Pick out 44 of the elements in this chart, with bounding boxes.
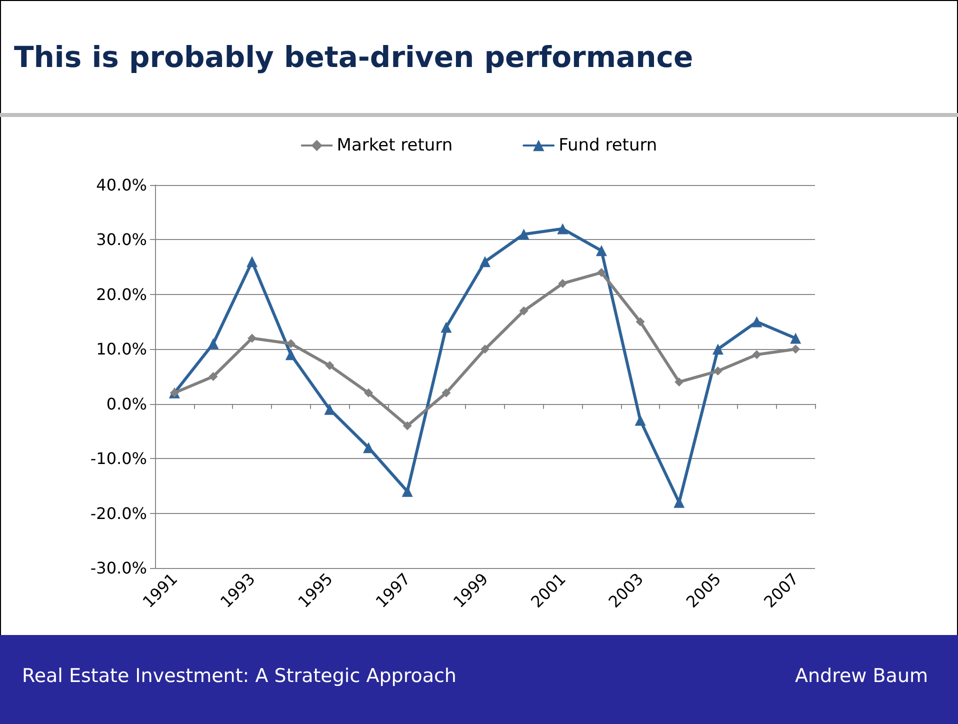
point	[363, 442, 374, 454]
y-tick-label: -10.0%	[90, 449, 147, 468]
y-tick-label: 30.0%	[96, 230, 147, 250]
point	[208, 372, 218, 381]
y-tick-label: -30.0%	[90, 558, 147, 578]
y-tick-label: 10.0%	[96, 340, 147, 359]
point	[518, 228, 530, 240]
point	[634, 414, 646, 426]
y-tick-label: 0.0%	[106, 394, 147, 414]
legend-label: Market return	[336, 136, 453, 156]
point	[364, 388, 374, 398]
point	[558, 278, 568, 288]
point	[713, 366, 722, 376]
point	[790, 332, 802, 344]
point	[286, 339, 296, 348]
legend-label: Fund return	[558, 136, 658, 156]
point	[674, 496, 685, 508]
point	[246, 256, 258, 268]
point	[596, 268, 606, 278]
point	[285, 349, 296, 360]
point	[480, 256, 490, 268]
point	[519, 306, 528, 316]
point	[480, 344, 490, 354]
point	[751, 316, 762, 328]
point	[402, 486, 413, 497]
point	[791, 344, 800, 354]
point	[674, 377, 684, 386]
text: Andrew Baum	[795, 665, 928, 687]
point	[248, 334, 257, 343]
point	[325, 361, 334, 370]
point	[712, 344, 724, 355]
point	[636, 317, 645, 326]
point	[208, 338, 219, 350]
y-tick-label: 20.0%	[96, 284, 147, 304]
point	[442, 388, 451, 398]
point	[557, 223, 568, 234]
chart-title: This is probably beta-driven performance	[14, 40, 694, 74]
point	[752, 350, 762, 360]
y-tick-label: 40.0%	[96, 176, 147, 194]
point	[440, 322, 452, 333]
text: Real Estate Investment: A Strategic Approach	[22, 665, 456, 687]
y-tick-label: -20.0%	[90, 504, 147, 523]
point	[596, 245, 607, 256]
point	[402, 421, 412, 430]
